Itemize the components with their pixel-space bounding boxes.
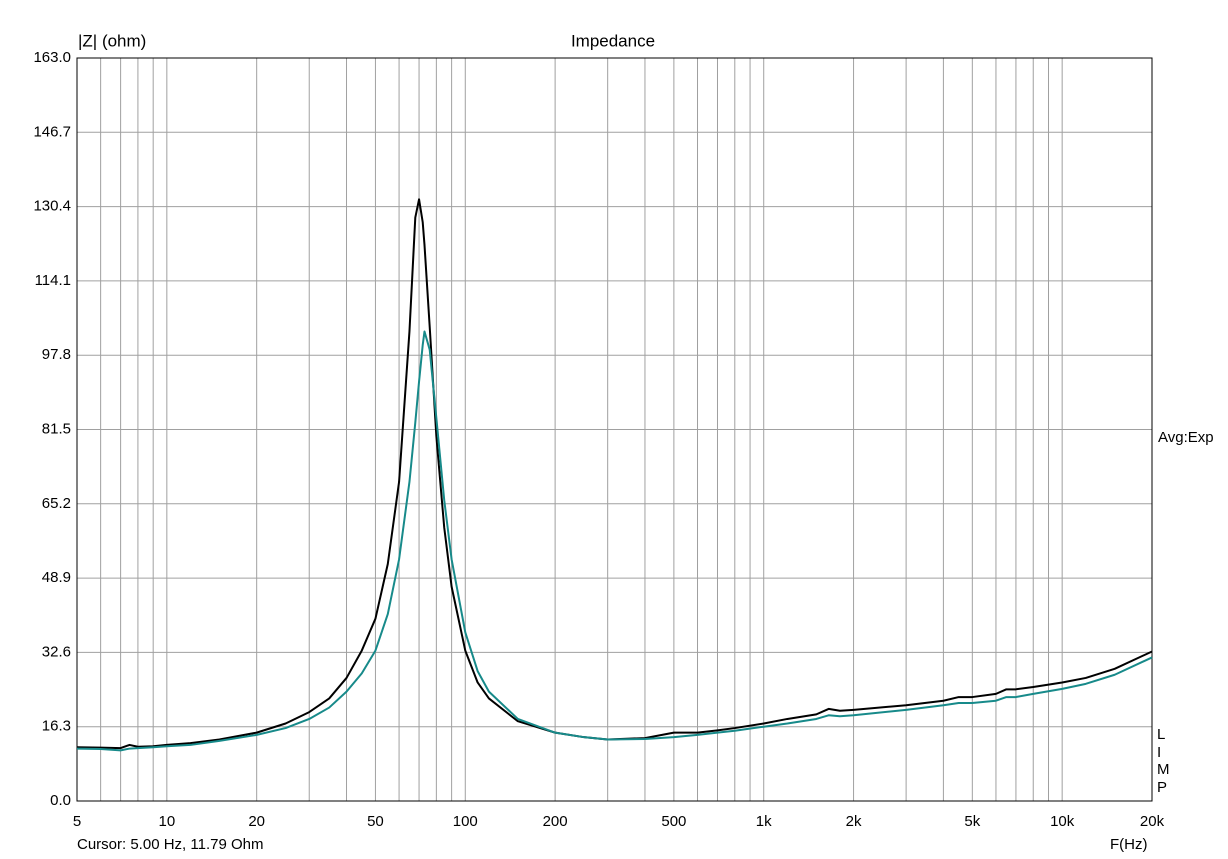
plot-frame — [76, 57, 1153, 802]
x-tick-label: 1k — [756, 813, 772, 830]
y-tick-label: 114.1 — [35, 272, 71, 289]
y-tick-label: 130.4 — [33, 198, 71, 215]
x-tick-label: 2k — [846, 813, 862, 830]
impedance-curve — [76, 330, 1153, 752]
x-tick-label: 5k — [964, 813, 980, 830]
y-tick-label: 32.6 — [42, 643, 71, 660]
x-tick-label: 100 — [453, 813, 478, 830]
y-tick-label: 163.0 — [33, 49, 71, 66]
x-tick-label: 500 — [661, 813, 686, 830]
x-axis-label: F(Hz) — [1110, 836, 1148, 853]
y-tick-label: 81.5 — [42, 420, 71, 437]
y-tick-label: 65.2 — [42, 495, 71, 512]
x-tick-label: 10 — [158, 813, 175, 830]
y-axis-label: |Z| (ohm) — [78, 31, 146, 50]
side-label: LIMP — [1157, 726, 1170, 796]
x-tick-label: 20k — [1140, 813, 1165, 830]
impedance-curve — [76, 198, 1153, 750]
x-tick-label: 50 — [367, 813, 384, 830]
x-tick-label: 5 — [73, 813, 81, 830]
y-tick-label: 0.0 — [50, 792, 71, 809]
x-tick-label: 20 — [248, 813, 265, 830]
y-tick-label: 146.7 — [33, 123, 71, 140]
right-label: Avg:Exp — [1158, 429, 1214, 446]
y-tick-label: 16.3 — [42, 718, 71, 735]
chart-title: Impedance — [571, 31, 655, 50]
y-tick-label: 48.9 — [42, 569, 71, 586]
x-tick-label: 10k — [1050, 813, 1075, 830]
x-tick-label: 200 — [543, 813, 568, 830]
y-tick-label: 97.8 — [42, 346, 71, 363]
cursor-readout: Cursor: 5.00 Hz, 11.79 Ohm — [77, 836, 263, 853]
